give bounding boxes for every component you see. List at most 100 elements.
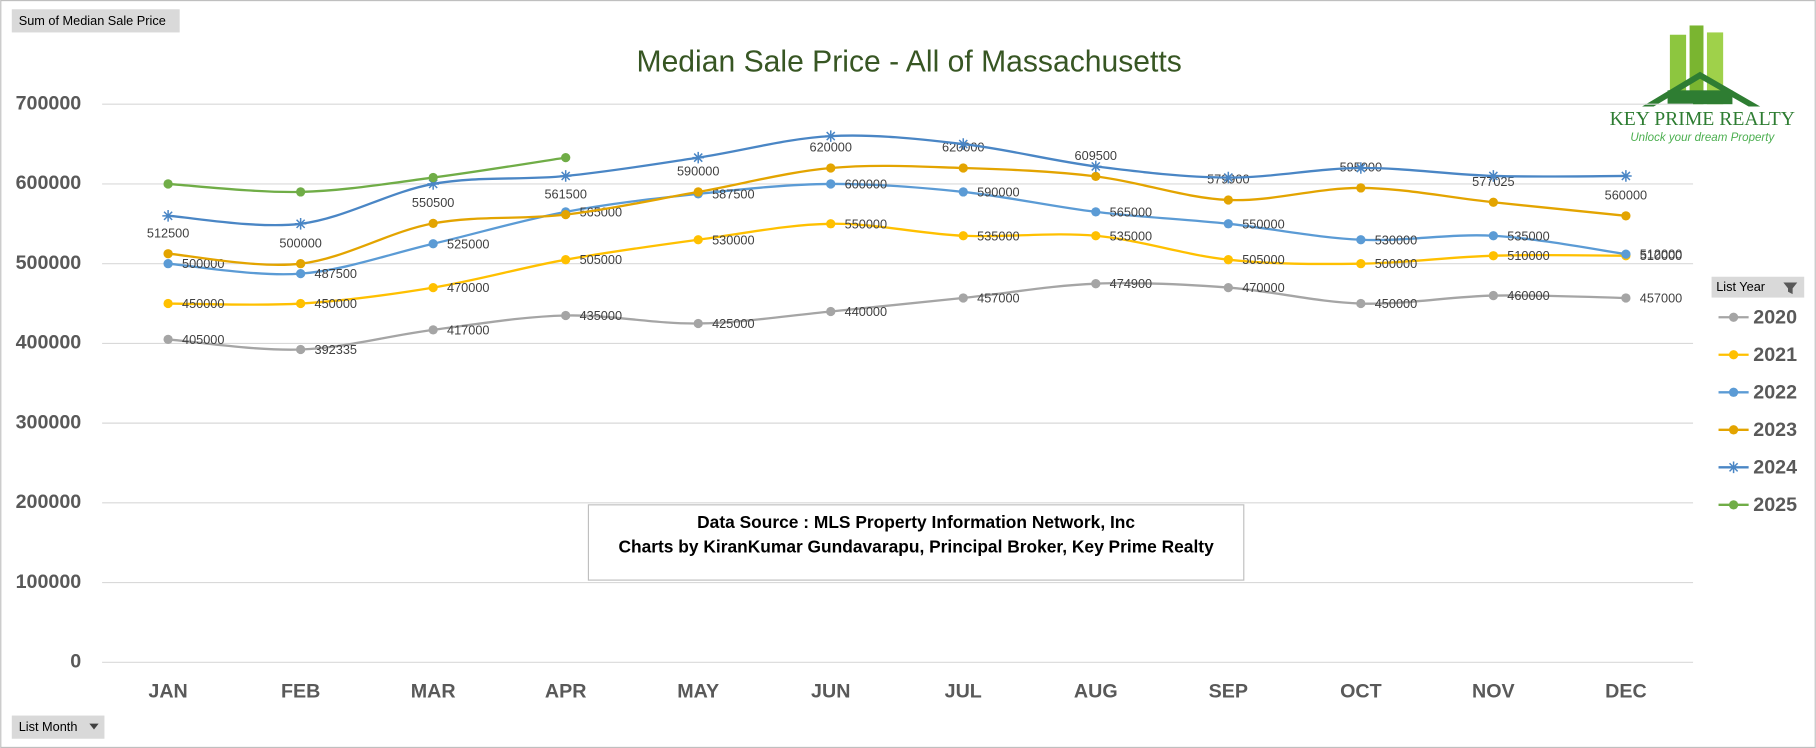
point-marker xyxy=(296,259,306,269)
point-marker xyxy=(428,325,438,335)
point-marker xyxy=(1487,170,1500,182)
point-marker xyxy=(693,318,703,329)
point-marker xyxy=(1090,160,1102,173)
point-marker xyxy=(826,219,836,229)
x-tick-label: DEC xyxy=(1605,681,1647,703)
y-tick-label: 0 xyxy=(70,651,81,673)
data-label: 470000 xyxy=(1242,280,1284,295)
data-label: 457000 xyxy=(977,290,1019,305)
point-marker xyxy=(163,298,173,309)
field-button[interactable] xyxy=(11,9,180,33)
legend-marker xyxy=(1727,461,1740,474)
point-marker xyxy=(958,231,968,241)
data-label: 460000 xyxy=(1507,288,1549,303)
point-marker xyxy=(428,282,438,293)
point-marker xyxy=(1488,197,1498,207)
point-marker xyxy=(1356,183,1366,193)
dropdown-icon xyxy=(89,723,99,730)
source-line: Data Source : MLS Property Information N… xyxy=(697,512,1135,532)
point-marker xyxy=(296,269,306,279)
point-marker xyxy=(559,170,572,182)
x-tick-label: NOV xyxy=(1472,681,1515,703)
point-marker xyxy=(958,187,968,197)
data-label: 590000 xyxy=(677,164,719,179)
logo-tagline: Unlock your dream Property xyxy=(1630,132,1775,144)
data-label: 560000 xyxy=(1605,188,1647,203)
legend-label: 2021 xyxy=(1753,344,1797,366)
x-tick-label: MAR xyxy=(411,681,456,703)
source-box xyxy=(587,504,1245,581)
series-line xyxy=(168,134,1626,227)
data-label: 392335 xyxy=(315,342,357,357)
legend-label: 2025 xyxy=(1753,494,1797,516)
point-marker xyxy=(296,187,306,197)
x-tick-label: SEP xyxy=(1209,681,1248,703)
point-marker xyxy=(162,210,174,222)
x-tick-label: JAN xyxy=(148,681,187,703)
y-tick-label: 100000 xyxy=(16,571,82,593)
point-marker xyxy=(826,306,836,317)
data-label: 510000 xyxy=(1507,248,1549,263)
y-tick-label: 200000 xyxy=(16,491,82,513)
data-label: 505000 xyxy=(1242,252,1284,267)
data-label: 470000 xyxy=(447,280,489,295)
point-marker xyxy=(1356,235,1366,245)
data-label: 417000 xyxy=(447,322,489,337)
point-marker xyxy=(826,179,836,189)
source-line: Charts by KiranKumar Gundavarapu, Princi… xyxy=(618,536,1214,556)
x-tick-label: MAY xyxy=(677,681,719,703)
point-marker xyxy=(428,172,438,183)
point-marker xyxy=(1621,293,1631,303)
point-marker xyxy=(1223,255,1233,265)
data-label: 512500 xyxy=(147,225,189,240)
legend-button[interactable] xyxy=(1711,276,1805,298)
x-tick-label: JUL xyxy=(945,681,982,703)
point-marker xyxy=(824,130,837,142)
point-marker xyxy=(693,235,703,245)
legend-label: 2023 xyxy=(1753,419,1797,441)
data-label: 587500 xyxy=(712,186,754,201)
x-tick-label: APR xyxy=(545,681,587,703)
axis-button[interactable] xyxy=(11,715,105,739)
legend-marker xyxy=(1728,500,1739,510)
data-label: 500000 xyxy=(279,235,321,250)
point-marker xyxy=(561,255,571,265)
y-tick-label: 700000 xyxy=(16,92,82,114)
point-marker xyxy=(1488,231,1498,241)
point-marker xyxy=(1621,249,1631,259)
legend-label: 2024 xyxy=(1753,457,1797,479)
point-marker xyxy=(1488,290,1498,301)
point-marker xyxy=(296,298,306,309)
y-tick-label: 500000 xyxy=(16,252,82,274)
chart-title: Median Sale Price - All of Massachusetts xyxy=(637,46,1182,79)
point-marker xyxy=(561,310,571,321)
data-label: 590000 xyxy=(977,184,1019,199)
data-label: 512000 xyxy=(1640,247,1682,262)
data-label: 487500 xyxy=(315,266,357,281)
data-label: 565000 xyxy=(1110,204,1152,219)
y-tick-label: 300000 xyxy=(16,411,82,433)
data-label: 450000 xyxy=(182,296,224,311)
series-line xyxy=(168,182,1627,276)
data-label: 550000 xyxy=(1242,216,1284,231)
point-marker xyxy=(1620,170,1632,182)
series-line xyxy=(168,156,566,194)
data-label: 550000 xyxy=(845,216,887,231)
data-label: 530000 xyxy=(712,232,754,247)
data-label: 620000 xyxy=(810,140,852,155)
axis-button-label: List Month xyxy=(19,719,78,734)
point-marker xyxy=(1091,171,1101,181)
point-marker xyxy=(692,151,704,164)
data-label: 510000 xyxy=(1640,248,1682,263)
legend-title: List Year xyxy=(1716,279,1766,294)
point-marker xyxy=(296,344,306,355)
data-label: 457000 xyxy=(1640,290,1682,305)
data-label: 609500 xyxy=(1075,148,1117,163)
point-marker xyxy=(826,163,836,173)
y-tick-label: 600000 xyxy=(16,172,82,194)
legend-marker xyxy=(1728,312,1739,322)
legend-marker xyxy=(1728,350,1739,360)
data-label: 425000 xyxy=(712,316,754,331)
